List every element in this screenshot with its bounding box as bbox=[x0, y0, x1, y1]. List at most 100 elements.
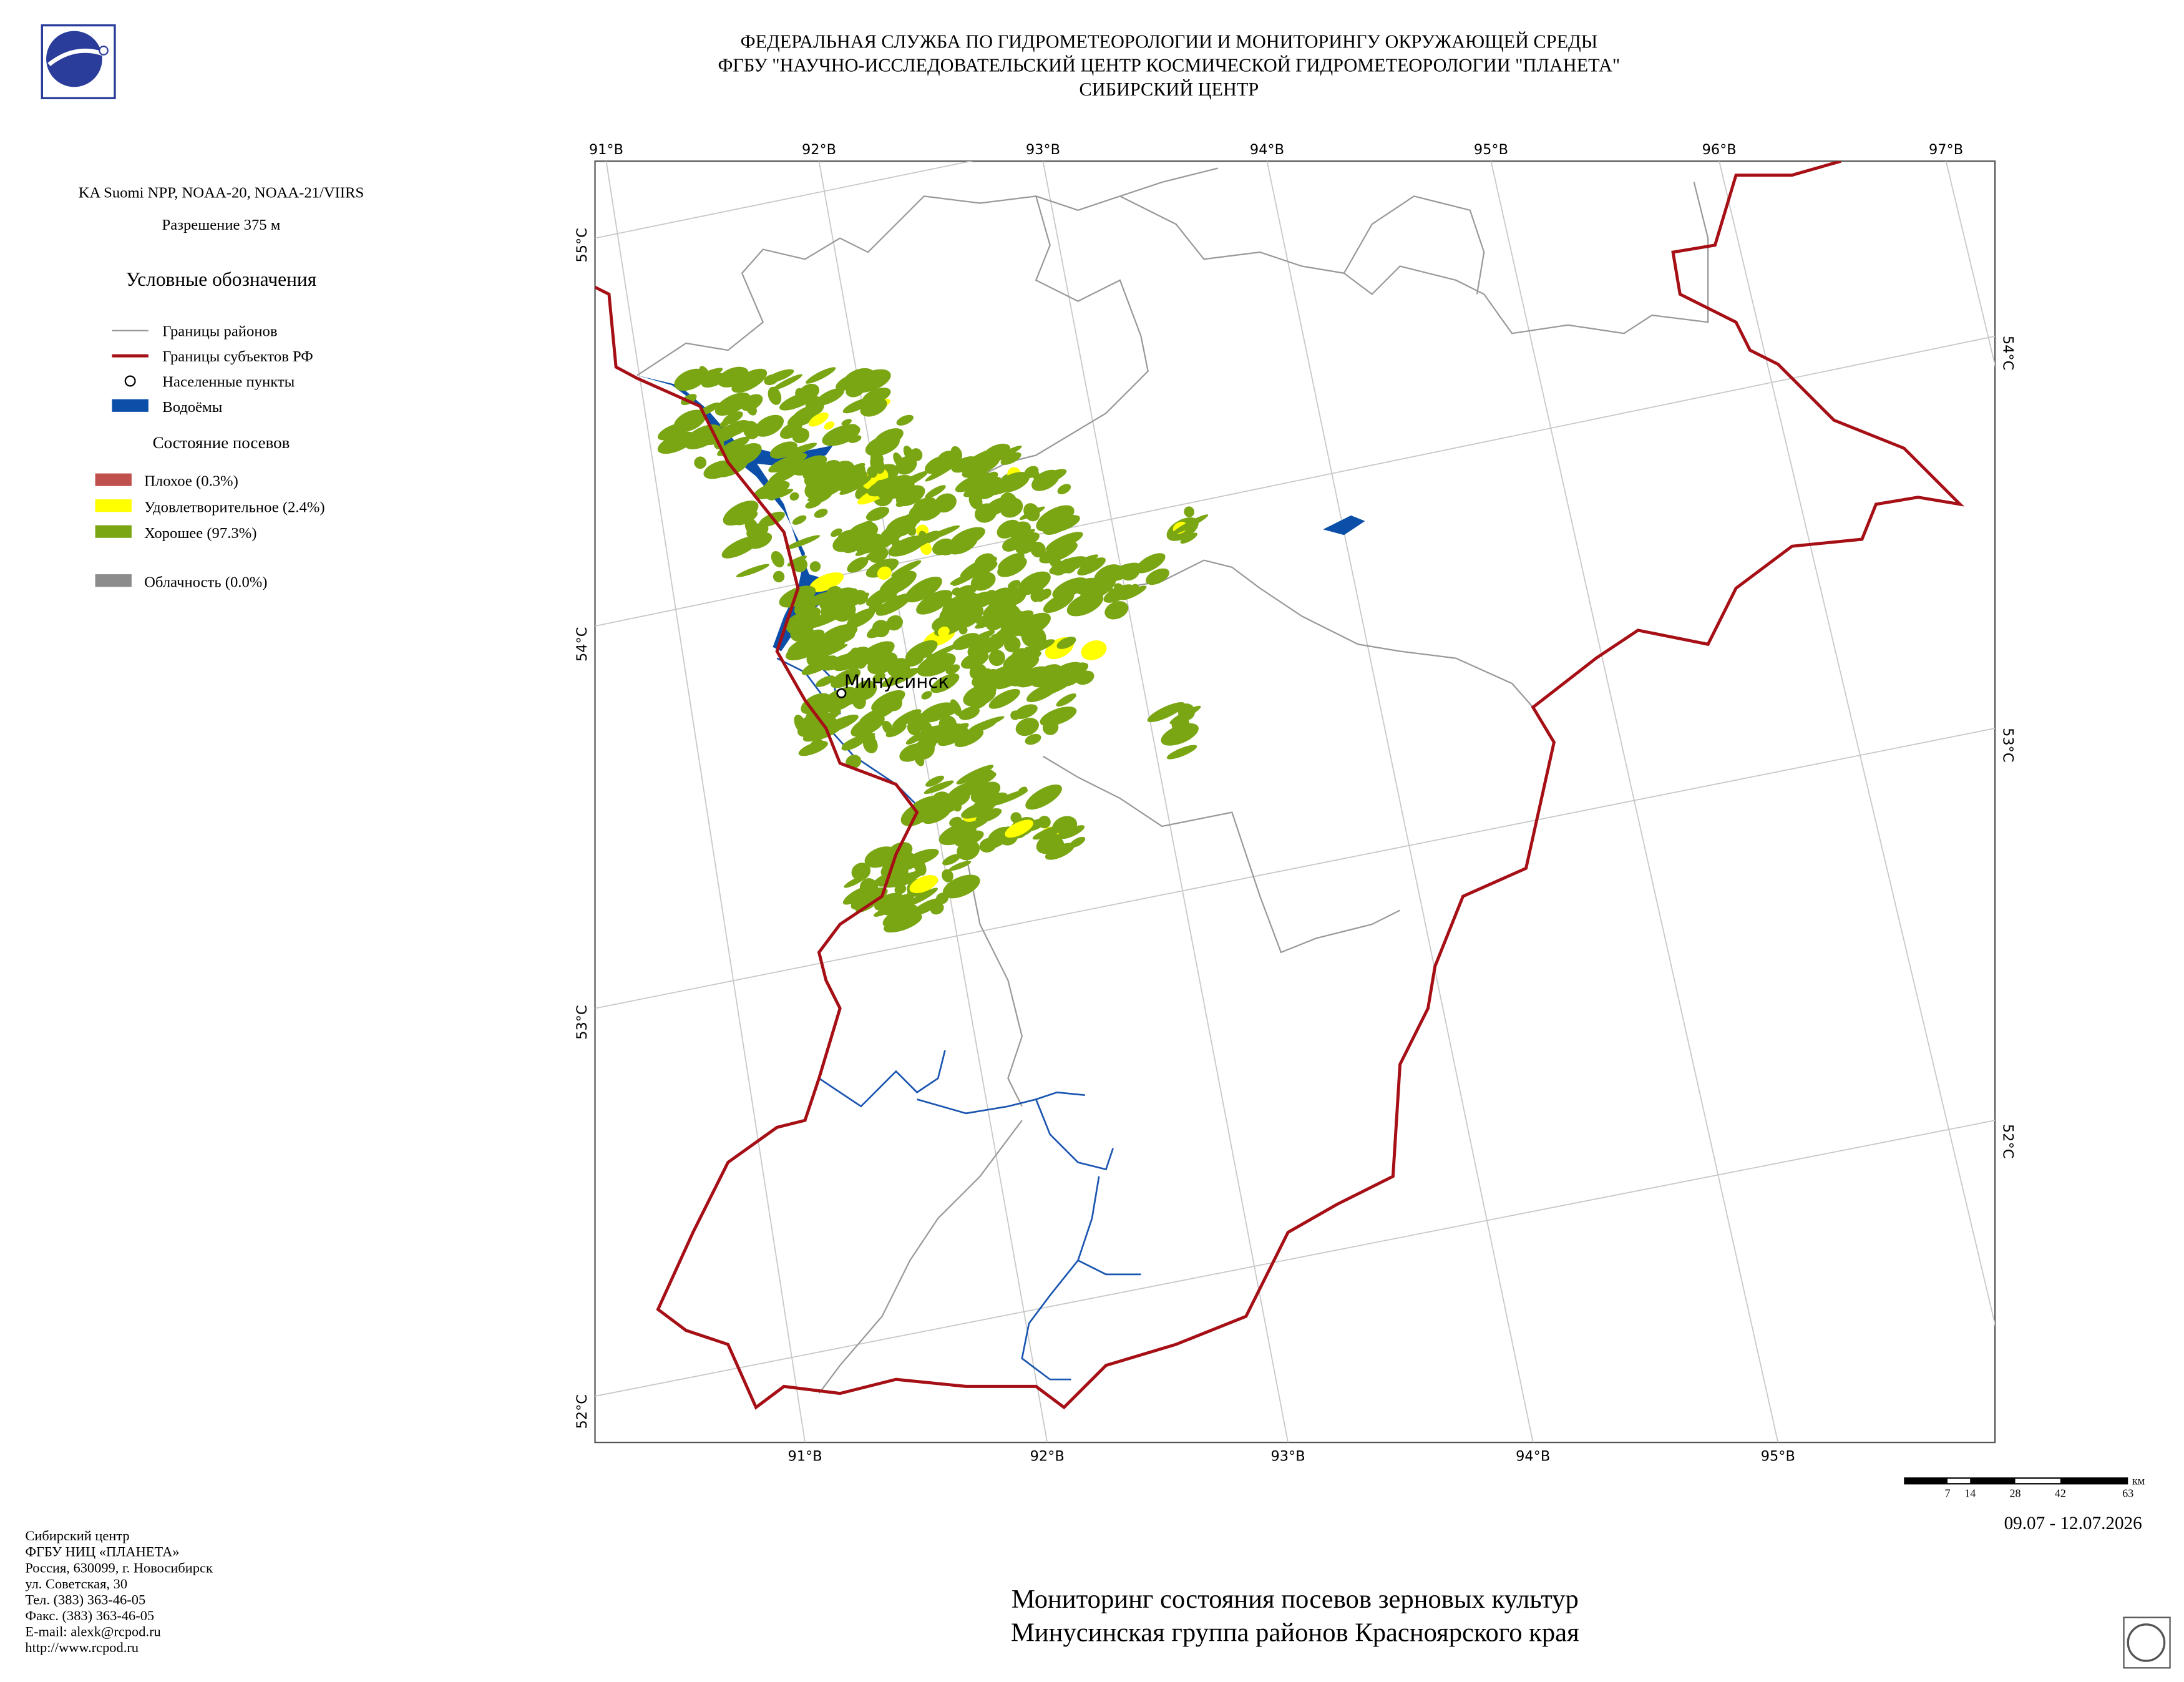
crop-field bbox=[1049, 555, 1061, 569]
crop-field bbox=[893, 452, 904, 467]
crop-field bbox=[808, 611, 833, 627]
crop-field bbox=[1166, 745, 1197, 760]
legend-swatch bbox=[112, 399, 149, 412]
crop-field bbox=[657, 431, 696, 454]
legend-label: Облачность (0.0%) bbox=[144, 574, 267, 590]
map-frame bbox=[594, 160, 1996, 1444]
crop-field bbox=[921, 691, 932, 700]
legend-label: Хорошее (97.3%) bbox=[144, 525, 256, 542]
crop-field bbox=[808, 412, 829, 427]
crop-field bbox=[842, 398, 873, 414]
crop-field bbox=[844, 875, 867, 888]
scale-segment bbox=[2015, 1479, 2060, 1484]
crop-field bbox=[872, 620, 890, 638]
crop-field bbox=[986, 590, 997, 600]
crop-field bbox=[887, 658, 910, 678]
crop-field bbox=[804, 476, 813, 486]
crop-field bbox=[997, 472, 1030, 493]
crop-field bbox=[1172, 514, 1209, 535]
crop-field bbox=[1025, 733, 1041, 745]
crop-field bbox=[925, 643, 960, 660]
lon-label: 97°В bbox=[1929, 142, 1963, 158]
sidebar: KA Suomi NPP, NOAA-20, NOAA-21/VIIRS Разр… bbox=[79, 185, 364, 591]
crop-field bbox=[1006, 529, 1035, 546]
crop-field bbox=[895, 512, 922, 529]
crop-field bbox=[723, 501, 759, 526]
footer-title: Минусинская группа районов Красноярского… bbox=[1011, 1618, 1579, 1648]
crop-field bbox=[977, 560, 998, 574]
lon-label: 91°В bbox=[788, 1448, 822, 1464]
crop-title: Состояние посевов bbox=[153, 433, 290, 452]
crop-field bbox=[843, 368, 875, 389]
crop-field bbox=[939, 601, 970, 624]
coordinate-labels: 91°В 92°В 93°В 94°В 95°В 96°В 97°В 91°В 92°В 93°В… bbox=[574, 142, 2016, 1464]
crop-field bbox=[1036, 833, 1063, 854]
crop-field bbox=[719, 420, 729, 428]
crop-field bbox=[1067, 554, 1099, 570]
lat-label: 55°С bbox=[574, 228, 590, 262]
crop-field bbox=[822, 653, 859, 671]
crop-field bbox=[926, 707, 962, 721]
crop-field bbox=[872, 866, 910, 886]
crop-field bbox=[925, 485, 946, 499]
crop-field bbox=[905, 640, 938, 662]
crop-field bbox=[990, 789, 1028, 806]
crop-field bbox=[930, 673, 960, 693]
legend-label: Границы районов bbox=[162, 323, 277, 340]
crop-field bbox=[874, 892, 903, 911]
crop-field bbox=[968, 689, 997, 708]
crop-field bbox=[842, 733, 875, 748]
crop-field bbox=[714, 392, 751, 416]
crop-field bbox=[681, 394, 697, 406]
legend-label: Границы субъектов РФ bbox=[162, 348, 313, 365]
crop-field bbox=[802, 720, 842, 742]
crop-field bbox=[942, 869, 953, 883]
city-label: Минусинск bbox=[844, 671, 949, 692]
crop-field bbox=[947, 781, 981, 801]
crop-field bbox=[1043, 592, 1075, 614]
lon-label: 93°В bbox=[1026, 142, 1060, 158]
lon-label: 94°В bbox=[1516, 1448, 1550, 1464]
crop-field bbox=[812, 643, 848, 660]
crop-field bbox=[1036, 505, 1075, 532]
date: 09.07 - 12.07.2026 bbox=[2004, 1513, 2142, 1533]
crop-field bbox=[768, 452, 807, 473]
footer-title: Мониторинг состояния посевов зерновых ку… bbox=[1012, 1585, 1579, 1614]
crop-field bbox=[879, 570, 917, 596]
crop-field bbox=[1121, 565, 1140, 581]
scale-segment bbox=[1948, 1479, 1971, 1484]
crop-field bbox=[1060, 825, 1085, 839]
crop-field bbox=[792, 515, 807, 525]
crop-field bbox=[896, 414, 914, 426]
crop-field bbox=[1046, 532, 1083, 552]
crop-field bbox=[1035, 469, 1067, 486]
crop-field bbox=[884, 912, 922, 933]
lat-label: 52°С bbox=[2000, 1124, 2016, 1158]
crop-field bbox=[885, 693, 902, 711]
crop-field bbox=[945, 664, 960, 675]
crop-field bbox=[1040, 667, 1063, 680]
crop-field bbox=[919, 702, 955, 723]
crop-field bbox=[911, 749, 920, 759]
district-borders bbox=[636, 167, 1709, 1394]
crop-field bbox=[963, 448, 999, 470]
legend-label: Населенные пункты bbox=[162, 373, 295, 390]
crop-field bbox=[769, 441, 798, 459]
crop-field bbox=[701, 373, 726, 388]
crop-field bbox=[881, 668, 919, 687]
crop-field bbox=[956, 765, 994, 785]
crop-field bbox=[988, 649, 1005, 667]
scale-label: 28 bbox=[2010, 1487, 2021, 1500]
crop-field bbox=[851, 887, 888, 910]
crop-field bbox=[886, 615, 904, 631]
crop-field bbox=[975, 614, 1004, 629]
crop-field bbox=[717, 436, 750, 456]
crop-field bbox=[903, 445, 915, 462]
crop-field bbox=[964, 585, 978, 595]
crop-field bbox=[973, 668, 998, 686]
lat-label: 54°С bbox=[574, 627, 590, 662]
crop-field bbox=[895, 492, 922, 507]
satellite: KA Suomi NPP, NOAA-20, NOAA-21/VIIRS bbox=[79, 185, 364, 202]
crop-field bbox=[875, 593, 912, 616]
